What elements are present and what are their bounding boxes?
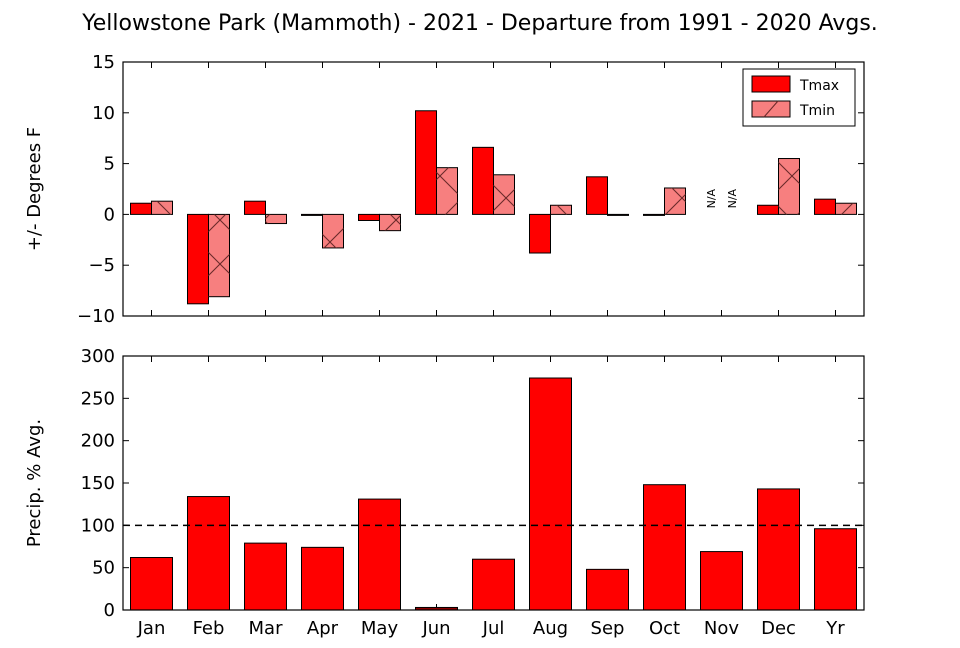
tmin-bar-hatch: [664, 187, 686, 215]
x-tick-label: Jan: [137, 618, 166, 639]
precipitation-percent-chart: 0 50 100 150 200 250 300 Jan Feb Mar Apr May Jun Jul A…: [24, 346, 865, 639]
x-tick-label: Yr: [825, 618, 845, 639]
tmax-bar: [472, 146, 494, 215]
precip-bar: [472, 558, 515, 611]
precip-bar: [757, 488, 800, 611]
precip-bar: [700, 551, 743, 611]
tmin-bar-hatch: [379, 214, 401, 231]
y-axis-label: +/- Degrees F: [24, 127, 45, 251]
x-tick-label: Nov: [704, 618, 739, 639]
plot-frame: [122, 61, 865, 317]
precip-bar: [244, 542, 287, 611]
tmin-bar-hatch: [322, 214, 344, 248]
tmax-bar: [358, 213, 380, 221]
tmax-bar: [301, 213, 323, 216]
precip-bar: [529, 377, 572, 611]
y-tick-label: 200: [81, 431, 115, 452]
tmax-bar: [814, 198, 836, 215]
tmin-bar-hatch: [151, 201, 173, 215]
x-tick-label: Sep: [591, 618, 625, 639]
tmin-bar-hatch: [493, 174, 515, 215]
y-tick-label: 15: [92, 52, 115, 73]
y-tick-label: 10: [92, 103, 115, 124]
tmax-bar: [187, 213, 209, 305]
tmin-bar-hatch: [208, 214, 230, 297]
figure-title: Yellowstone Park (Mammoth) - 2021 - Depa…: [81, 11, 878, 36]
x-tick-label: Feb: [193, 618, 225, 639]
tmax-bar: [244, 200, 266, 215]
na-label: N/A: [726, 188, 739, 208]
legend-label-tmin: Tmin: [799, 103, 835, 119]
tmin-bar-hatch: [265, 214, 287, 224]
x-tick-label: Apr: [307, 618, 339, 639]
precip-bar: [586, 568, 629, 611]
x-tick-label: Aug: [533, 618, 568, 639]
precip-bar: [358, 498, 401, 611]
tmin-bar-hatch: [835, 203, 857, 215]
tmin-bar-hatch: [778, 158, 800, 215]
x-tick-label: Jun: [421, 618, 450, 639]
legend-label-tmax: Tmax: [799, 78, 839, 94]
y-axis-label: Precip. % Avg.: [24, 419, 45, 547]
tmin-bar-hatch: [550, 205, 572, 215]
tmin-bar-hatch: [436, 167, 458, 215]
y-tick-label: 50: [92, 558, 115, 579]
temperature-departure-chart: −10 −5 0 5 10 15 +/- Degrees F N/A N/A Tmax Tmin: [24, 52, 865, 327]
x-tick-label: May: [361, 618, 399, 639]
y-tick-label: −10: [77, 306, 115, 327]
tmax-bar: [529, 213, 551, 254]
y-tick-label: 150: [81, 473, 115, 494]
precip-bar: [130, 557, 173, 611]
precip-bar: [643, 484, 686, 611]
precip-bar: [814, 528, 857, 611]
y-tick-label: 0: [104, 204, 115, 225]
legend-swatch-tmax: [751, 75, 791, 93]
plot-frame: [122, 355, 865, 611]
y-tick-label: 300: [81, 346, 115, 367]
x-tick-label: Oct: [649, 618, 680, 639]
legend-hatch-tmin: [763, 100, 779, 118]
tmax-bar: [643, 213, 665, 216]
y-tick-label: 250: [81, 388, 115, 409]
na-label: N/A: [705, 188, 718, 208]
legend: Tmax Tmin: [742, 68, 856, 127]
tmax-bar: [757, 204, 779, 215]
tmax-bar: [586, 176, 608, 215]
x-tick-label: Mar: [249, 618, 284, 639]
precip-bar: [301, 546, 344, 611]
precip-bar: [187, 496, 230, 611]
tmin-bar: [607, 213, 629, 216]
y-tick-label: −5: [88, 255, 115, 276]
x-tick-label: Dec: [761, 618, 796, 639]
y-tick-label: 100: [81, 515, 115, 536]
y-tick-label: 5: [104, 154, 115, 175]
tmax-bar: [130, 202, 152, 215]
y-tick-label: 0: [104, 600, 115, 621]
tmax-bar: [415, 110, 437, 215]
x-tick-label: Jul: [482, 618, 505, 639]
